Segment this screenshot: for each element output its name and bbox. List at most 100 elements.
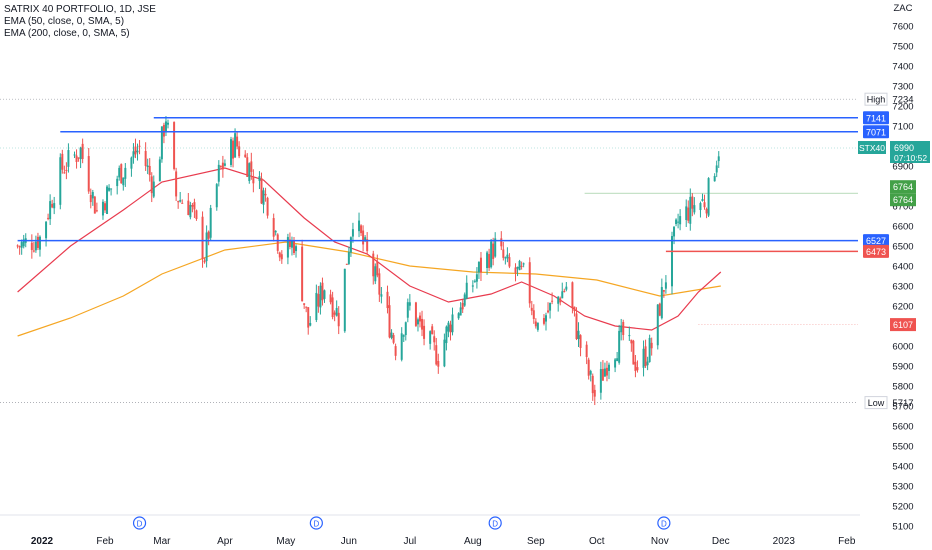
candle-body	[447, 322, 450, 332]
candle-body	[386, 291, 389, 309]
candle-body	[323, 290, 326, 299]
candle-body	[514, 267, 517, 273]
candle-body	[593, 389, 596, 397]
candle-body	[575, 313, 578, 340]
candle-body	[191, 205, 194, 207]
candle-body	[658, 303, 661, 316]
price-tag	[890, 193, 916, 207]
candle-body	[95, 210, 98, 212]
symbol-tag-label: STX40	[859, 143, 885, 153]
candle-body	[345, 263, 348, 265]
candle-body	[286, 237, 289, 258]
candle-body	[516, 266, 519, 269]
level-price-tag-label: 6473	[866, 247, 886, 257]
candle-body	[305, 306, 308, 308]
candle-body	[518, 260, 521, 271]
candle-body	[400, 333, 403, 360]
candle-body	[421, 318, 424, 330]
candle-body	[122, 177, 125, 186]
candle-body	[508, 257, 511, 267]
candle-body	[707, 178, 710, 216]
candle-body	[276, 234, 279, 251]
candle-body	[473, 280, 476, 282]
x-tick-label: Oct	[589, 536, 605, 547]
y-tick-label: 7600	[892, 22, 913, 33]
candle-body	[77, 157, 80, 159]
candle-body	[675, 219, 678, 224]
candle-body	[160, 126, 163, 160]
candle-body	[53, 203, 56, 209]
candle-body	[110, 188, 113, 190]
ema50-line	[17, 167, 722, 331]
candle-body	[136, 150, 139, 153]
candle-body	[317, 294, 320, 307]
y-tick-label: 5700	[892, 402, 913, 413]
y-tick-label: 6700	[892, 202, 913, 213]
candle-body	[232, 140, 235, 159]
candle-body	[644, 346, 647, 367]
candle-body	[437, 360, 440, 367]
candle-body	[307, 307, 310, 328]
candle-body	[67, 150, 70, 167]
reference-tag	[864, 92, 888, 106]
level-price-tag	[863, 125, 889, 139]
x-tick-label: Jun	[341, 536, 357, 547]
candle-body	[660, 287, 663, 319]
candle-body	[689, 196, 692, 224]
candle-body	[248, 163, 251, 182]
candle-body	[274, 230, 277, 233]
candle-body	[490, 241, 493, 268]
candle-body	[130, 157, 133, 169]
candle-body	[551, 300, 554, 302]
candle-body	[603, 368, 606, 377]
candle-body	[146, 165, 149, 168]
candle-body	[236, 136, 239, 147]
candle-body	[32, 250, 35, 252]
candle-body	[230, 139, 232, 165]
candle-body	[488, 254, 491, 268]
candle-body	[423, 325, 426, 339]
candle-body	[691, 196, 694, 209]
candle-body	[536, 322, 539, 330]
candle-body	[73, 154, 76, 156]
candle-body	[49, 201, 52, 220]
candle-body	[492, 243, 495, 259]
candle-body	[636, 367, 639, 371]
candle-body	[303, 303, 306, 305]
candle-body	[650, 342, 653, 349]
candle-body	[461, 302, 464, 310]
candle-body	[315, 292, 318, 321]
candle-body	[449, 324, 452, 333]
candle-body	[500, 238, 503, 247]
candle-body	[435, 345, 438, 365]
candle-body	[280, 254, 283, 260]
y-tick-label: 7500	[892, 42, 913, 53]
candle-body	[189, 204, 192, 218]
candle-body	[628, 335, 631, 337]
candle-body	[61, 153, 64, 170]
candle-body	[358, 220, 361, 232]
candle-body	[278, 252, 281, 258]
candle-body	[36, 236, 39, 248]
candle-body	[601, 368, 604, 381]
candle-body	[677, 221, 680, 223]
dividend-marker	[657, 516, 671, 530]
candle-body	[34, 241, 37, 251]
x-tick-label: Feb	[838, 536, 856, 547]
candle-body	[120, 164, 123, 184]
candle-body	[293, 240, 295, 254]
candle-body	[181, 202, 184, 204]
candle-body	[565, 286, 568, 290]
candle-body	[671, 236, 673, 287]
candle-body	[673, 226, 676, 237]
candle-body	[203, 260, 206, 263]
candle-body	[59, 157, 62, 205]
y-tick-label: 6500	[892, 242, 913, 253]
candle-body	[408, 302, 411, 306]
candle-body	[687, 207, 690, 221]
y-tick-label: 7400	[892, 62, 913, 73]
candle-body	[380, 294, 383, 297]
candle-body	[266, 197, 269, 216]
price-tag-label: 6107	[893, 320, 913, 330]
